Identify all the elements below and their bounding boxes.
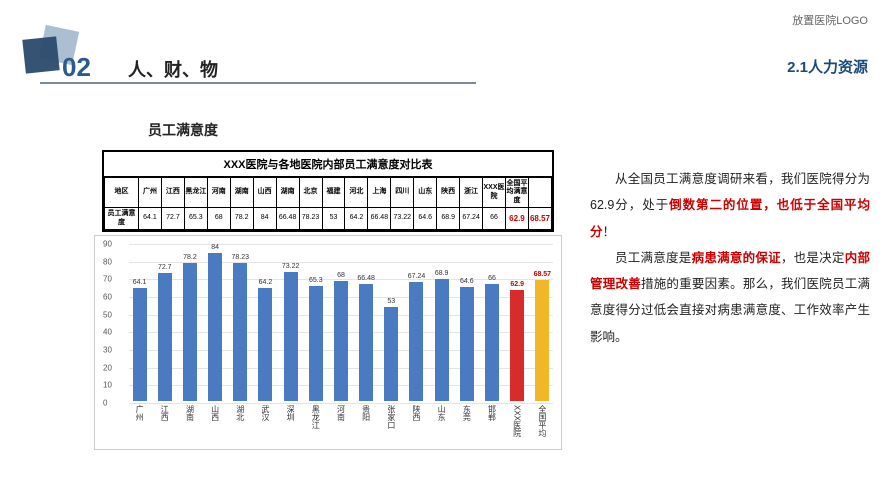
bar-chart: 0102030405060708090 64.172.778.28478.236…	[94, 235, 562, 450]
block-title: 员工满意度	[148, 120, 218, 140]
logo-placeholder: 放置医院LOGO	[792, 12, 868, 28]
text: ，也是决定	[781, 251, 845, 265]
analysis-text: 从全国员工满意度调研来看，我们医院得分为62.9分，处于倒数第二的位置，也低于全…	[590, 166, 870, 350]
highlight-text: 病患满意的保证	[692, 251, 781, 265]
text: ！	[603, 225, 616, 239]
section-number: 02	[62, 52, 91, 83]
title-underline	[40, 82, 476, 84]
table-caption: XXX医院与各地医院内部员工满意度对比表	[104, 152, 552, 177]
sub-title: 2.1人力资源	[787, 56, 868, 77]
text: 员工满意度是	[615, 251, 692, 265]
main-title: 人、财、物	[128, 56, 218, 82]
comparison-table: XXX医院与各地医院内部员工满意度对比表 地区广州江西黑龙江河南湖南山西湖南北京…	[102, 150, 554, 232]
